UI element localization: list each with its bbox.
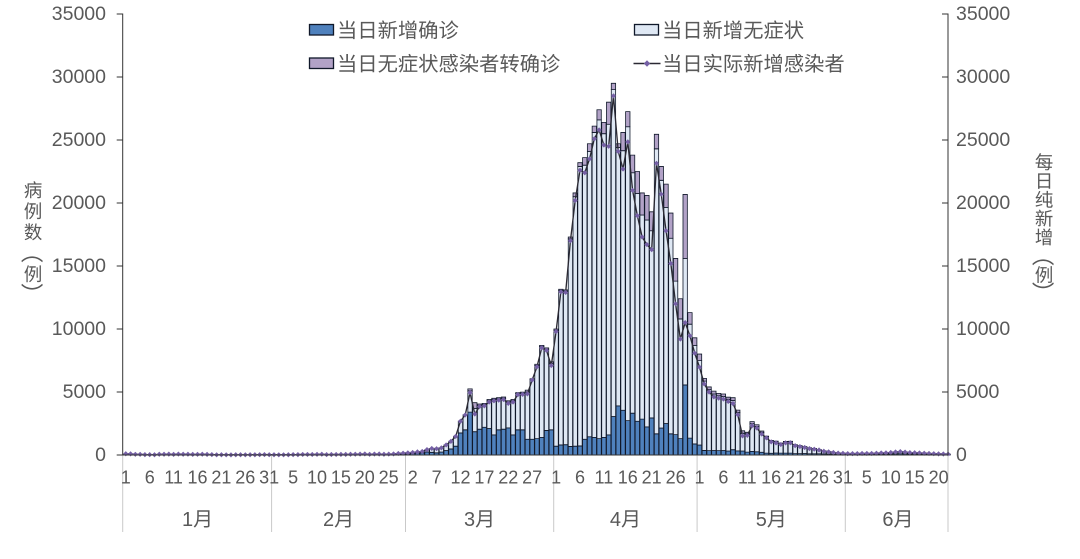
svg-text:15000: 15000 — [956, 255, 1010, 277]
svg-text:6: 6 — [145, 468, 155, 488]
svg-text:6: 6 — [718, 468, 728, 488]
svg-text:31: 31 — [259, 468, 279, 488]
svg-text:2: 2 — [323, 509, 334, 531]
svg-text:25000: 25000 — [52, 129, 106, 151]
svg-text:35000: 35000 — [956, 3, 1010, 25]
svg-text:26: 26 — [809, 468, 829, 488]
svg-text:20000: 20000 — [956, 192, 1010, 214]
svg-text:30000: 30000 — [52, 66, 106, 88]
svg-text:11: 11 — [164, 468, 183, 488]
svg-text:35000: 35000 — [52, 3, 106, 25]
svg-text:1: 1 — [694, 468, 704, 488]
svg-text:21: 21 — [785, 468, 805, 488]
svg-text:21: 21 — [642, 468, 662, 488]
svg-text:26: 26 — [666, 468, 686, 488]
svg-text:27: 27 — [522, 468, 542, 488]
svg-text:25000: 25000 — [956, 129, 1010, 151]
svg-text:10: 10 — [881, 468, 901, 488]
svg-text:16: 16 — [187, 468, 207, 488]
svg-text:12: 12 — [450, 468, 470, 488]
svg-text:2: 2 — [408, 468, 418, 488]
svg-text:10000: 10000 — [956, 318, 1010, 340]
svg-text:3: 3 — [464, 509, 475, 531]
svg-text:22: 22 — [498, 468, 518, 488]
svg-text:10000: 10000 — [52, 318, 106, 340]
svg-text:15: 15 — [905, 468, 925, 488]
svg-text:15000: 15000 — [52, 255, 106, 277]
svg-text:0: 0 — [95, 444, 106, 466]
svg-text:1: 1 — [121, 468, 131, 488]
svg-text:0: 0 — [956, 444, 967, 466]
svg-text:6: 6 — [882, 509, 893, 531]
svg-text:21: 21 — [211, 468, 231, 488]
svg-text:5: 5 — [862, 468, 872, 488]
svg-text:17: 17 — [474, 468, 494, 488]
svg-text:1: 1 — [551, 468, 561, 488]
svg-text:7: 7 — [432, 468, 442, 488]
svg-text:5000: 5000 — [956, 381, 1000, 403]
svg-text:5000: 5000 — [63, 381, 107, 403]
svg-text:20000: 20000 — [52, 192, 106, 214]
svg-text:4: 4 — [610, 509, 621, 531]
svg-text:25: 25 — [379, 468, 399, 488]
svg-text:6: 6 — [575, 468, 585, 488]
svg-text:5: 5 — [756, 509, 767, 531]
svg-text:15: 15 — [331, 468, 351, 488]
svg-text:16: 16 — [761, 468, 781, 488]
svg-text:1: 1 — [182, 509, 193, 531]
svg-text:30000: 30000 — [956, 66, 1010, 88]
svg-text:5: 5 — [288, 468, 298, 488]
svg-text:26: 26 — [235, 468, 255, 488]
svg-text:20: 20 — [355, 468, 375, 488]
svg-text:16: 16 — [618, 468, 638, 488]
svg-text:20: 20 — [929, 468, 949, 488]
svg-text:11: 11 — [595, 468, 614, 488]
svg-text:31: 31 — [833, 468, 853, 488]
svg-text:11: 11 — [738, 468, 757, 488]
svg-text:10: 10 — [307, 468, 327, 488]
